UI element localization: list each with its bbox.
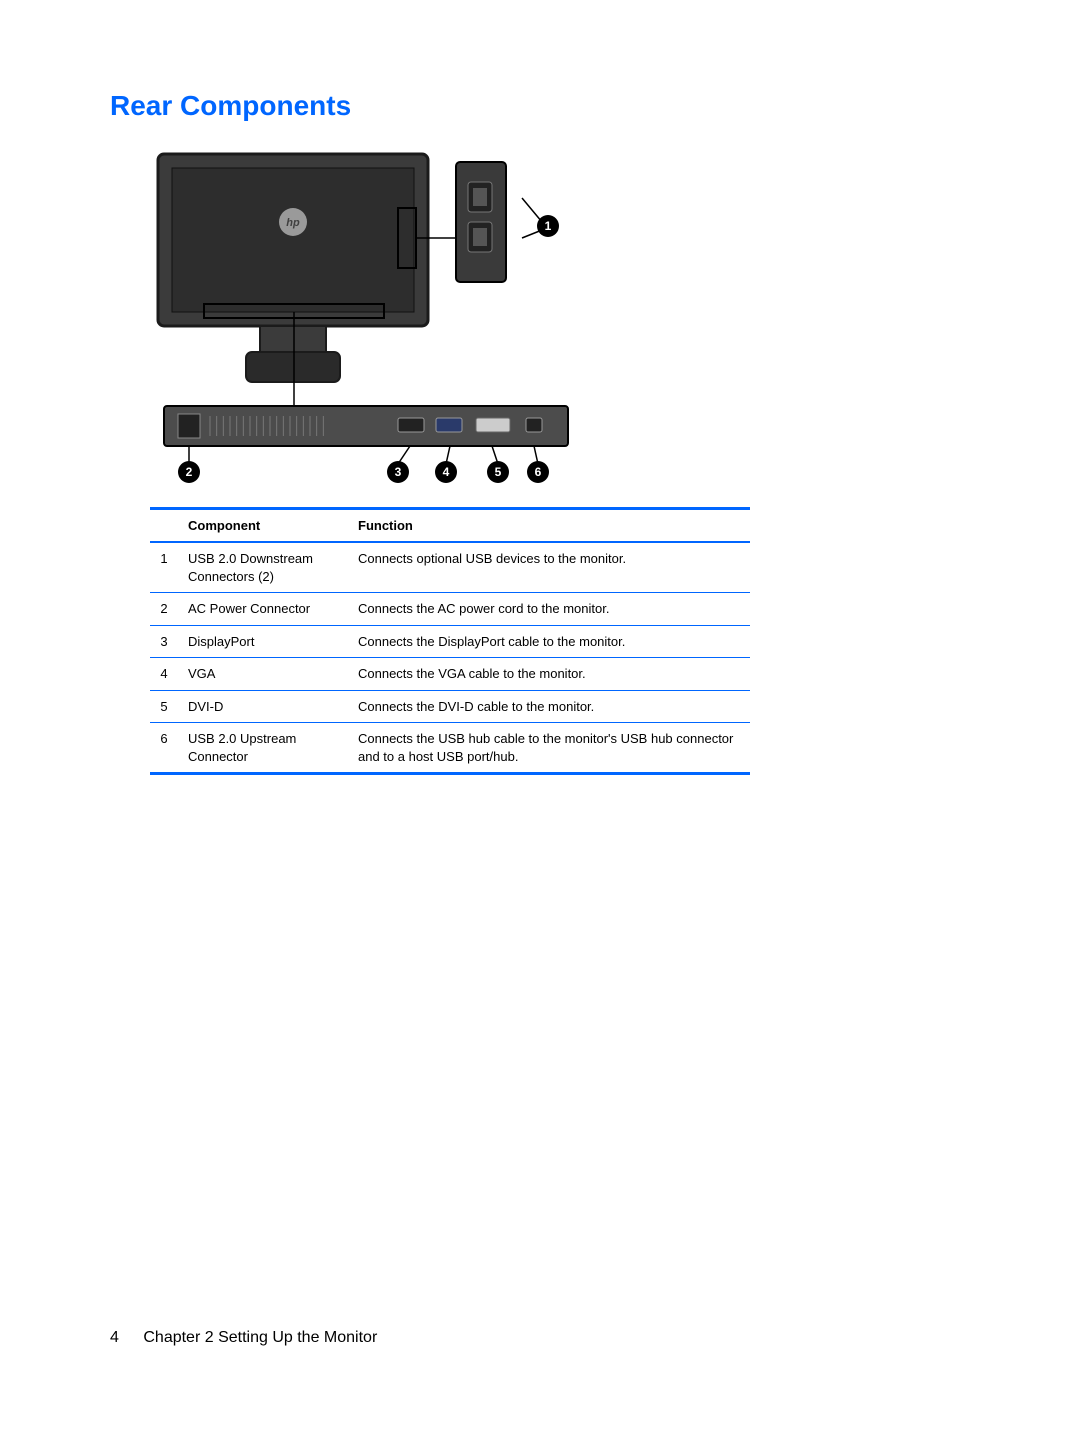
table-header-blank (150, 509, 184, 543)
row-function: Connects optional USB devices to the mon… (354, 542, 750, 593)
table-row: 6USB 2.0 Upstream ConnectorConnects the … (150, 723, 750, 774)
row-number: 2 (150, 593, 184, 626)
svg-text:6: 6 (535, 465, 542, 479)
rear-components-diagram: hp 1 2 3 4 5 6 (150, 148, 990, 493)
row-component: AC Power Connector (184, 593, 354, 626)
table-row: 4VGAConnects the VGA cable to the monito… (150, 658, 750, 691)
row-component: DVI-D (184, 690, 354, 723)
row-component: USB 2.0 Upstream Connector (184, 723, 354, 774)
table-header-function: Function (354, 509, 750, 543)
row-number: 1 (150, 542, 184, 593)
table-header-component: Component (184, 509, 354, 543)
row-number: 3 (150, 625, 184, 658)
table-row: 3DisplayPortConnects the DisplayPort cab… (150, 625, 750, 658)
row-component: VGA (184, 658, 354, 691)
row-component: DisplayPort (184, 625, 354, 658)
row-component: USB 2.0 Downstream Connectors (2) (184, 542, 354, 593)
svg-text:3: 3 (395, 465, 402, 479)
row-number: 5 (150, 690, 184, 723)
row-function: Connects the DisplayPort cable to the mo… (354, 625, 750, 658)
table-row: 1USB 2.0 Downstream Connectors (2)Connec… (150, 542, 750, 593)
svg-text:5: 5 (495, 465, 502, 479)
table-row: 5DVI-DConnects the DVI-D cable to the mo… (150, 690, 750, 723)
section-title: Rear Components (110, 90, 990, 122)
svg-text:hp: hp (286, 217, 300, 229)
table-header-row: Component Function (150, 509, 750, 543)
svg-text:1: 1 (545, 219, 552, 233)
row-number: 4 (150, 658, 184, 691)
components-table: Component Function 1USB 2.0 Downstream C… (150, 507, 750, 775)
row-function: Connects the USB hub cable to the monito… (354, 723, 750, 774)
table-row: 2AC Power ConnectorConnects the AC power… (150, 593, 750, 626)
row-number: 6 (150, 723, 184, 774)
page-number: 4 (110, 1329, 119, 1346)
page-footer: 4 Chapter 2 Setting Up the Monitor (110, 1329, 377, 1347)
row-function: Connects the VGA cable to the monitor. (354, 658, 750, 691)
row-function: Connects the AC power cord to the monito… (354, 593, 750, 626)
chapter-label: Chapter 2 Setting Up the Monitor (143, 1329, 377, 1346)
row-function: Connects the DVI-D cable to the monitor. (354, 690, 750, 723)
svg-text:2: 2 (186, 465, 193, 479)
svg-text:4: 4 (443, 465, 450, 479)
